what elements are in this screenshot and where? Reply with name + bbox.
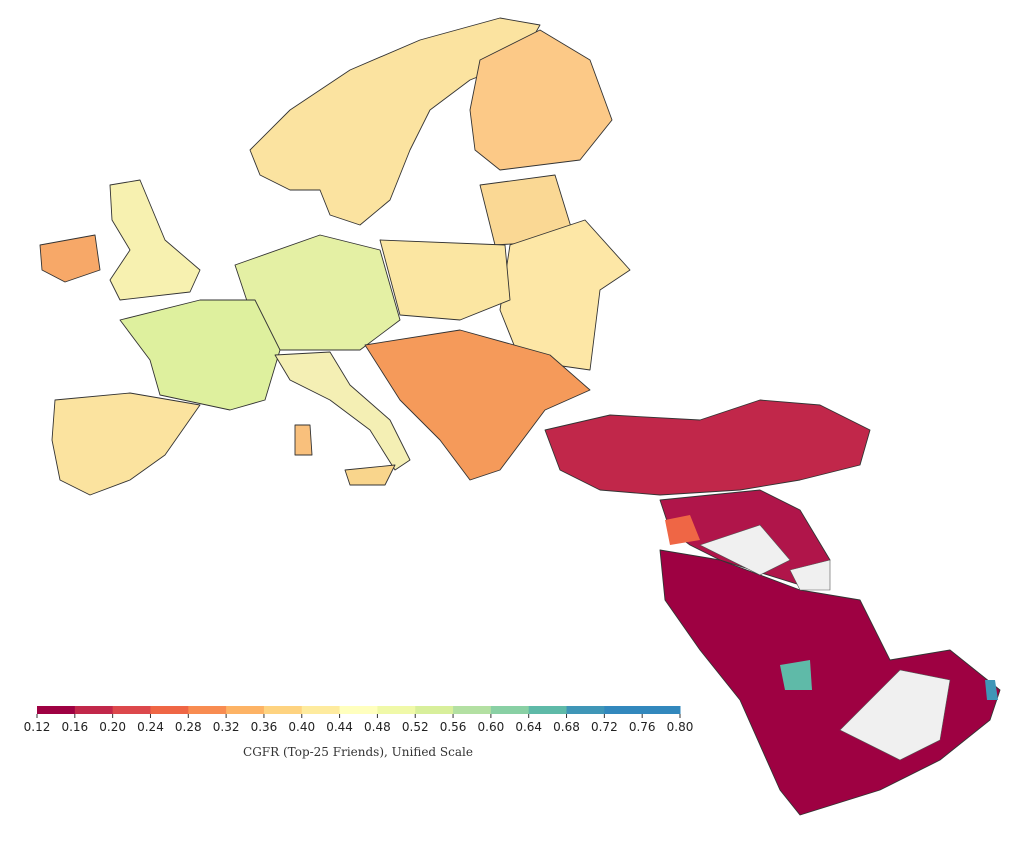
colorbar-segment: [150, 706, 189, 714]
colorbar-tick-label: 0.68: [553, 720, 580, 734]
colorbar-tick-label: 0.56: [440, 720, 467, 734]
map: [39, 17, 1001, 816]
colorbar-tick-label: 0.52: [402, 720, 429, 734]
orange-region: [665, 515, 700, 545]
scandinavia: [249, 17, 541, 226]
colorbar-segment: [112, 706, 151, 714]
no-data: [699, 524, 791, 576]
colorbar-tick-label: 0.24: [137, 720, 164, 734]
colorbar-segment: [377, 706, 416, 714]
colorbar-tick-label: 0.36: [251, 720, 278, 734]
colorbar-segment: [490, 706, 530, 714]
colorbar-tick-label: 0.64: [515, 720, 542, 734]
colorbar-segment: [415, 706, 454, 714]
colorbar-tick-label: 0.44: [326, 720, 353, 734]
colorbar-segment: [263, 706, 303, 714]
colorbar: 0.12 0.16 0.20 0.24 0.28 0.32 0.36 0.40 0.44 0.48…: [24, 706, 694, 734]
colorbar-tick-label: 0.40: [288, 720, 315, 734]
colorbar-segment: [301, 706, 341, 714]
colorbar-tick-label: 0.72: [591, 720, 618, 734]
finland: [469, 29, 613, 171]
colorbar-tick-label: 0.60: [478, 720, 505, 734]
colorbar-tick-label: 0.20: [99, 720, 126, 734]
turkey: [544, 399, 871, 496]
colorbar-tick-label: 0.32: [213, 720, 240, 734]
high-region: [780, 660, 812, 690]
colorbar-segment: [226, 706, 265, 714]
colorbar-segment: [339, 706, 378, 714]
colorbar-tick-label: 0.76: [629, 720, 656, 734]
colorbar-segment: [642, 706, 681, 714]
sicily: [344, 464, 396, 486]
no-data: [839, 669, 951, 761]
belarus-ukraine: [499, 219, 631, 371]
france: [119, 299, 281, 411]
colorbar-tick-label: 0.12: [24, 720, 51, 734]
colorbar-segment: [453, 706, 492, 714]
colorbar-segment: [188, 706, 227, 714]
colorbar-tick-label: 0.48: [364, 720, 391, 734]
balkans: [364, 329, 591, 481]
colorbar-segment: [74, 706, 114, 714]
ireland: [39, 234, 101, 283]
high-region: [985, 680, 998, 700]
colorbar-label: CGFR (Top-25 Friends), Unified Scale: [243, 745, 473, 759]
colorbar-segment: [604, 706, 643, 714]
sardinia: [294, 424, 313, 456]
iberia: [51, 392, 201, 496]
italy: [274, 351, 411, 471]
no-data: [789, 559, 831, 591]
colorbar-tick-label: 0.80: [667, 720, 694, 734]
colorbar-segment: [566, 706, 605, 714]
uk: [109, 179, 201, 301]
colorbar-tick-label: 0.28: [175, 720, 202, 734]
colorbar-segment: [528, 706, 568, 714]
colorbar-tick-label: 0.16: [61, 720, 88, 734]
poland: [379, 239, 511, 321]
colorbar-segment: [37, 706, 76, 714]
